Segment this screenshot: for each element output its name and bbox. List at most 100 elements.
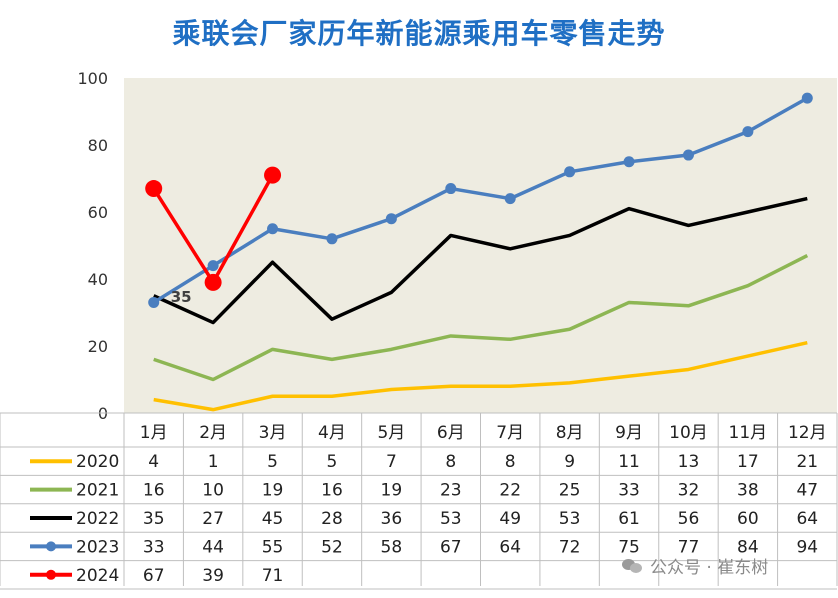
data-point-2023 xyxy=(148,296,160,308)
table-cell-value: 84 xyxy=(737,537,759,557)
table-cell-value: 67 xyxy=(143,566,165,586)
data-point-2023 xyxy=(326,233,338,245)
wechat-icon xyxy=(622,558,644,574)
data-point-2024 xyxy=(204,273,222,291)
y-tick-label: 80 xyxy=(88,136,108,155)
table-cell-value: 4 xyxy=(148,452,159,472)
table-cell-value: 7 xyxy=(386,452,397,472)
table-cell-value: 61 xyxy=(618,509,640,529)
data-point-2023 xyxy=(682,149,694,161)
data-label: 35 xyxy=(171,288,192,306)
table-cell-value: 45 xyxy=(262,509,284,529)
y-tick-label: 40 xyxy=(88,270,108,289)
table-cell-value: 47 xyxy=(796,481,818,501)
table-cell-value: 11 xyxy=(618,452,640,472)
table-cell-value: 19 xyxy=(381,481,403,501)
data-point-2023 xyxy=(742,126,754,138)
data-point-2023 xyxy=(385,213,397,225)
legend-marker xyxy=(46,569,56,580)
table-cell-value: 53 xyxy=(559,509,581,529)
table-cell-value: 16 xyxy=(321,481,343,501)
data-point-2023 xyxy=(504,193,516,205)
table-cell-value: 77 xyxy=(678,537,700,557)
table-cell-value: 60 xyxy=(737,509,759,529)
table-cell-value: 55 xyxy=(262,537,284,557)
table-cell-value: 8 xyxy=(445,452,456,472)
table-cell-value: 53 xyxy=(440,509,462,529)
table-cell-value: 38 xyxy=(737,481,759,501)
data-point-2023 xyxy=(801,92,813,104)
x-category-label: 11月 xyxy=(729,423,768,443)
x-category-label: 5月 xyxy=(377,423,405,443)
legend-label: 2024 xyxy=(76,566,119,586)
table-cell-value: 9 xyxy=(564,452,575,472)
data-point-2024 xyxy=(264,166,282,184)
table-cell-value: 21 xyxy=(796,452,818,472)
x-category-label: 8月 xyxy=(556,423,584,443)
plot-area xyxy=(124,78,837,413)
table-cell-value: 35 xyxy=(143,509,165,529)
data-point-2023 xyxy=(445,183,457,195)
data-point-2023 xyxy=(623,156,635,168)
chart-title: 乘联会厂家历年新能源乘用车零售走势 xyxy=(172,17,666,50)
watermark: 公众号 · 崔东树 xyxy=(622,553,768,578)
table-cell-value: 52 xyxy=(321,537,343,557)
x-category-label: 7月 xyxy=(496,423,524,443)
table-cell-value: 5 xyxy=(267,452,278,472)
x-category-label: 1月 xyxy=(140,423,168,443)
x-category-label: 9月 xyxy=(615,423,643,443)
legend-label: 2021 xyxy=(76,481,119,501)
watermark-text: 公众号 · 崔东树 xyxy=(650,558,769,578)
table-cell-value: 75 xyxy=(618,537,640,557)
data-point-2023 xyxy=(564,166,576,178)
y-tick-label: 60 xyxy=(88,203,108,222)
series-line-2021 xyxy=(153,253,809,382)
table-cell-value: 1 xyxy=(208,452,219,472)
table-cell-value: 19 xyxy=(262,481,284,501)
table-cell-value: 56 xyxy=(678,509,700,529)
x-category-label: 12月 xyxy=(788,423,827,443)
legend-marker xyxy=(46,541,56,552)
table-cell-value: 5 xyxy=(327,452,338,472)
table-cell-value: 17 xyxy=(737,452,759,472)
table-cell-value: 16 xyxy=(143,481,165,501)
table-cell-value: 27 xyxy=(202,509,224,529)
table-cell-value: 39 xyxy=(202,566,224,586)
legend-label: 2023 xyxy=(76,537,119,557)
table-cell-value: 64 xyxy=(796,509,818,529)
table-cell-value: 44 xyxy=(202,537,224,557)
table-cell-value: 13 xyxy=(678,452,700,472)
table-cell-value: 67 xyxy=(440,537,462,557)
table-cell-value: 28 xyxy=(321,509,343,529)
table-cell-value: 8 xyxy=(505,452,516,472)
legend-label: 2022 xyxy=(76,509,119,529)
legend-label: 2020 xyxy=(76,452,119,472)
data-point-2023 xyxy=(267,223,279,235)
x-category-label: 6月 xyxy=(437,423,465,443)
table-cell-value: 49 xyxy=(499,509,521,529)
data-point-2024 xyxy=(145,180,163,198)
table-cell-value: 22 xyxy=(499,481,521,501)
table-cell-value: 10 xyxy=(202,481,224,501)
table-cell-value: 33 xyxy=(618,481,640,501)
table-cell-value: 32 xyxy=(678,481,700,501)
table-cell-value: 25 xyxy=(559,481,581,501)
table-cell-value: 94 xyxy=(796,537,818,557)
table-cell-value: 36 xyxy=(381,509,403,529)
x-category-label: 3月 xyxy=(259,423,287,443)
series-line-2022 xyxy=(152,196,808,325)
x-category-label: 10月 xyxy=(669,423,708,443)
data-point-2023 xyxy=(207,260,219,272)
table-cell-value: 71 xyxy=(262,566,284,586)
y-tick-label: 100 xyxy=(77,69,108,88)
x-category-label: 4月 xyxy=(318,423,346,443)
table-cell-value: 23 xyxy=(440,481,462,501)
table-cell-value: 64 xyxy=(499,537,521,557)
series-line-2023 xyxy=(152,96,809,304)
table-cell-value: 33 xyxy=(143,537,165,557)
table-cell-value: 58 xyxy=(381,537,403,557)
y-tick-label: 20 xyxy=(88,337,108,356)
table-cell-value: 72 xyxy=(559,537,581,557)
series-line-2020 xyxy=(153,340,808,412)
